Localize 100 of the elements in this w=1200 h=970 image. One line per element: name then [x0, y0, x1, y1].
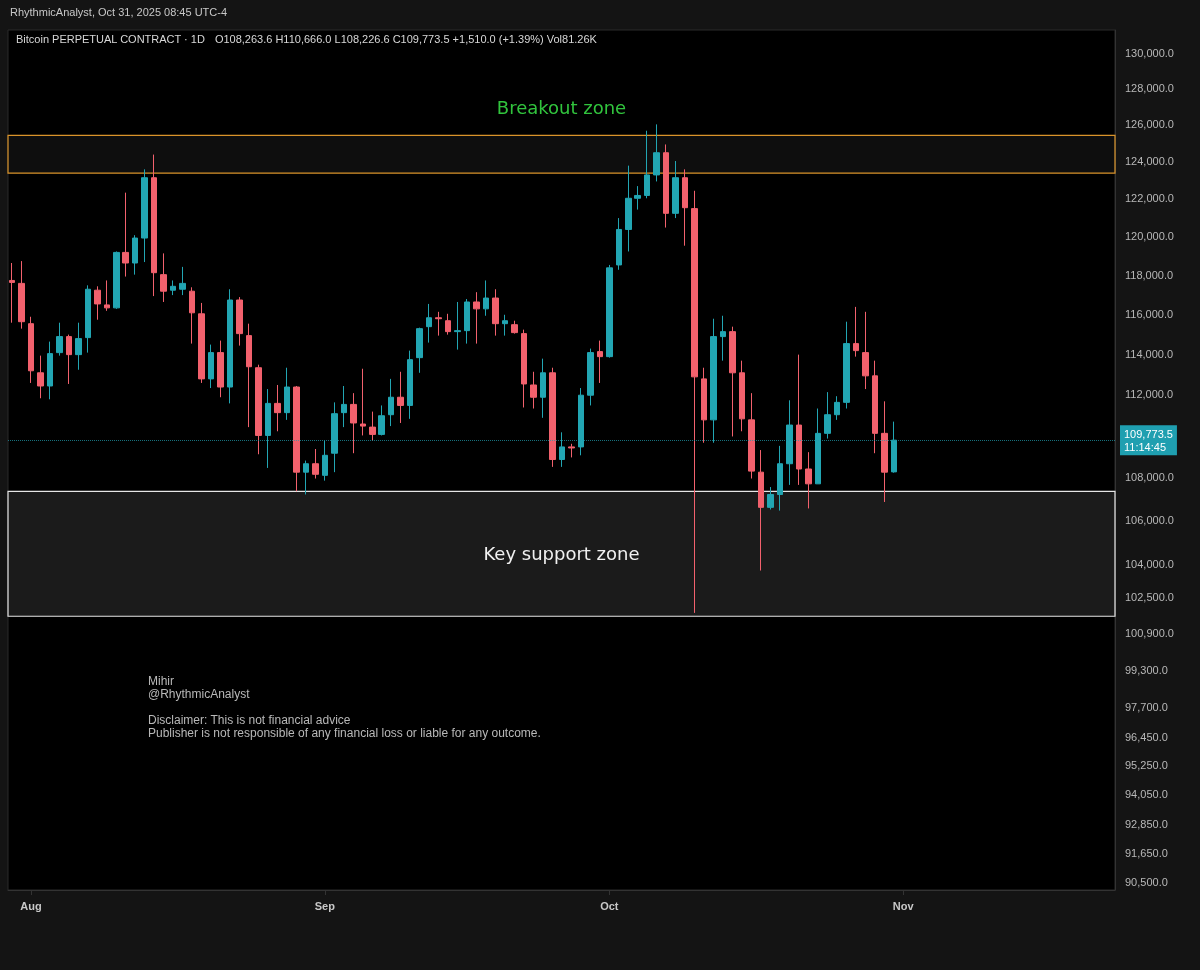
candlestick [360, 368, 366, 436]
candlestick [739, 360, 745, 432]
candlestick [653, 123, 660, 182]
candlestick [587, 348, 594, 406]
y-tick-label: 130,000.0 [1125, 46, 1174, 59]
candlestick [227, 288, 233, 404]
candlestick [748, 392, 755, 480]
candlestick [56, 322, 63, 357]
y-tick-label: 122,000.0 [1125, 192, 1174, 205]
candlestick [445, 313, 451, 336]
candlestick [388, 378, 394, 427]
candlestick [483, 279, 489, 317]
candlestick [862, 311, 869, 390]
y-tick-label: 114,000.0 [1125, 347, 1174, 360]
candlestick [179, 266, 186, 296]
y-tick-label: 91,650.0 [1125, 847, 1168, 860]
candlestick [85, 284, 91, 354]
candlestick [729, 326, 736, 437]
candlestick [597, 340, 603, 384]
candlestick [113, 250, 120, 310]
annotation: Publisher is not responsible of any financial loss or liable for any outcome. [148, 726, 541, 740]
x-tick-label: Sep [314, 899, 336, 912]
candlestick [397, 371, 404, 424]
annotation: Mihir [148, 674, 175, 688]
candlestick [312, 448, 319, 480]
candlestick [540, 358, 546, 419]
candlestick [691, 190, 698, 614]
candlestick [170, 279, 176, 296]
text: RhythmicAnalyst, Oct 31, 2025 08:45 UTC-4 [10, 6, 228, 18]
candlestick [616, 217, 622, 271]
candlestick [805, 451, 812, 509]
candlestick [132, 234, 138, 276]
candlestick [824, 391, 831, 440]
y-tick-label: 104,000.0 [1125, 557, 1174, 570]
candlestick [853, 306, 859, 358]
candlestick [720, 315, 726, 362]
candlestick [473, 291, 480, 345]
annotation: O108,263.6 H110,666.0 L108,226.6 C109,773.5 +1,510.0 (+1.39%) Vol81.26K [214, 33, 597, 45]
y-tick-label: 128,000.0 [1125, 82, 1174, 95]
candlestick [568, 443, 575, 458]
y-tick-label: 108,000.0 [1125, 471, 1174, 484]
candlestick [75, 322, 82, 371]
candlestick [217, 340, 224, 398]
candlestick [341, 385, 347, 428]
candlestick [606, 264, 613, 359]
band-label: Key support zone [483, 543, 640, 565]
y-tick-label: 94,050.0 [1125, 788, 1168, 801]
annotation: Disclaimer: This is not financial advice [148, 713, 352, 727]
candlestick [625, 165, 632, 252]
y-tick-label: 99,300.0 [1125, 663, 1168, 676]
candlestick [293, 385, 300, 492]
y-tick-label: 90,500.0 [1125, 876, 1168, 889]
x-tick-label: Nov [892, 899, 915, 912]
annotation: @RhythmicAnalyst [148, 687, 251, 701]
candlestick [881, 400, 888, 503]
candlestick [492, 288, 499, 337]
candlestick [37, 355, 44, 399]
x-tick-label: Oct [600, 899, 619, 912]
candlestick [189, 286, 195, 345]
candlestick [160, 252, 167, 303]
candlestick [47, 341, 53, 400]
chart-title: Bitcoin PERPETUAL CONTRACT · 1D [16, 33, 205, 45]
candlestick [834, 395, 840, 421]
candlestick [122, 192, 129, 278]
candlestick [767, 486, 774, 510]
candlestick [104, 279, 110, 312]
candlestick [549, 367, 556, 468]
candlestick [208, 344, 214, 389]
candlestick [94, 285, 101, 321]
candlestick [663, 143, 669, 229]
candlestick [530, 371, 537, 410]
candlestick [151, 154, 157, 297]
candlestick [872, 360, 878, 454]
ref-line-label: 109,773.5 11:14:45 [1124, 427, 1173, 453]
candlestick [369, 411, 376, 442]
candlestick [28, 316, 34, 384]
candlestick [435, 311, 442, 337]
candlestick [350, 392, 357, 454]
candlestick [701, 367, 707, 444]
y-tick-label: 118,000.0 [1125, 268, 1174, 281]
candlestick [426, 303, 432, 344]
y-tick-label: 100,900.0 [1125, 627, 1174, 640]
candlestick [682, 168, 688, 247]
candlestick [9, 262, 15, 324]
candlestick [464, 298, 470, 345]
candlestick [521, 329, 527, 408]
candlestick [672, 160, 679, 219]
candlestick [843, 321, 850, 410]
y-tick-label: 96,450.0 [1125, 730, 1168, 743]
candlestick [198, 302, 205, 384]
candlestick [511, 320, 518, 335]
candlestick [18, 260, 25, 330]
candlestick [378, 404, 385, 436]
y-tick-label: 92,850.0 [1125, 817, 1168, 830]
candlestick [141, 168, 148, 263]
candlestick [644, 130, 650, 199]
y-tick-label: 124,000.0 [1125, 155, 1174, 168]
x-tick-label: Aug [20, 899, 42, 912]
candlestick [634, 185, 641, 211]
candlestick [236, 296, 243, 347]
